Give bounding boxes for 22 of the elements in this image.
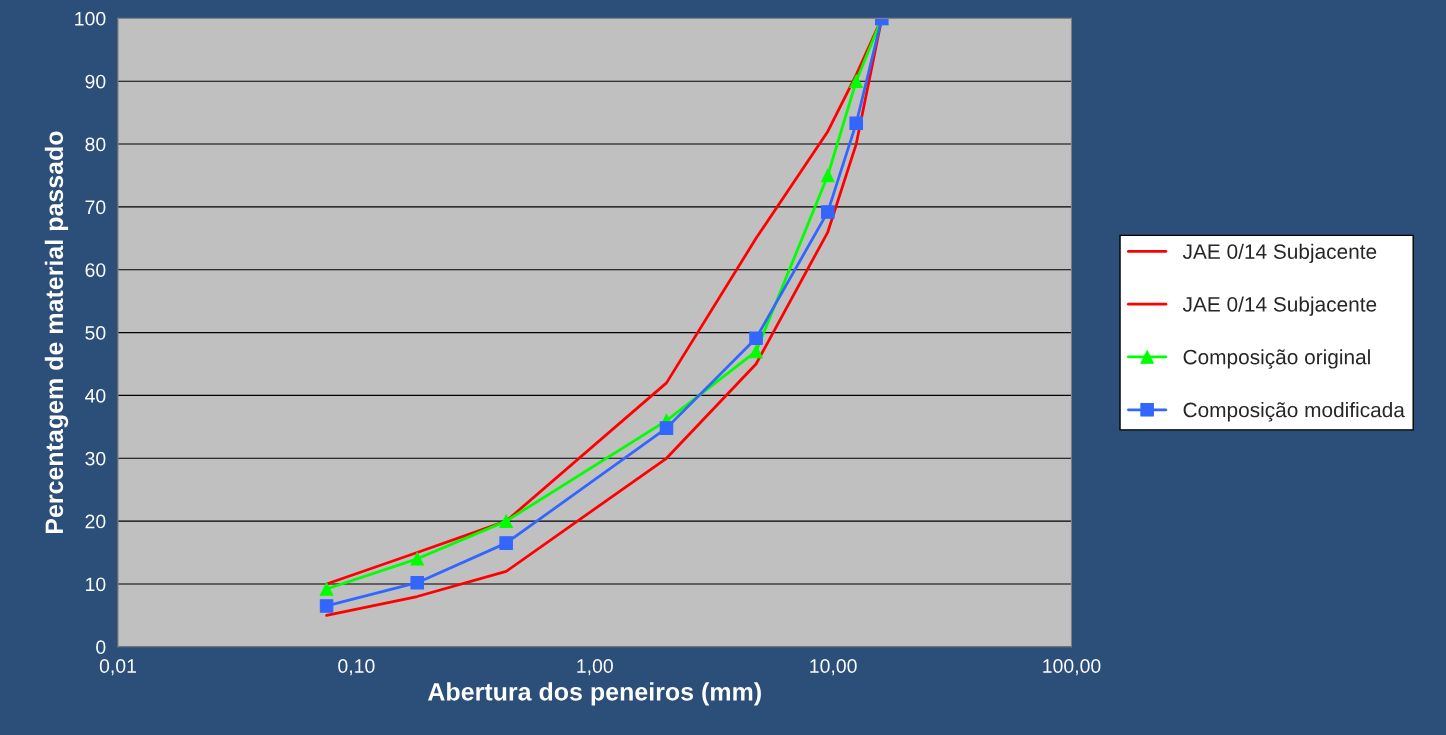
legend-label: Composição original — [1183, 349, 1370, 369]
y-tick-label: 20 — [85, 514, 106, 529]
x-tick-label: 100,00 — [1043, 659, 1101, 676]
x-axis-title: Abertura dos peneiros (mm) — [427, 682, 761, 706]
legend-label: JAE 0/14 Subjacente — [1182, 243, 1377, 264]
y-tick-label: 50 — [85, 326, 106, 340]
y-tick-label: 10 — [86, 577, 106, 592]
legend-label: Composição modificada — [1183, 402, 1405, 422]
y-tick-label: 100 — [75, 11, 106, 26]
y-tick-label: 80 — [85, 137, 106, 152]
x-tick-label: 1,00 — [577, 659, 613, 676]
legend-label: JAE 0/14 Subjacente — [1182, 296, 1377, 316]
x-tick-label: 0,01 — [99, 659, 136, 676]
y-tick-label: 60 — [85, 263, 106, 277]
x-tick-label: 0,10 — [338, 659, 375, 676]
y-tick-label: 0 — [96, 640, 106, 655]
y-tick-label: 40 — [85, 388, 106, 403]
y-tick-label: 70 — [85, 200, 106, 215]
y-tick-label: 90 — [85, 74, 106, 89]
x-tick-label: 10,00 — [810, 659, 857, 676]
y-axis-title: Percentagem de material passado — [44, 131, 69, 534]
y-tick-label: 30 — [85, 451, 106, 466]
